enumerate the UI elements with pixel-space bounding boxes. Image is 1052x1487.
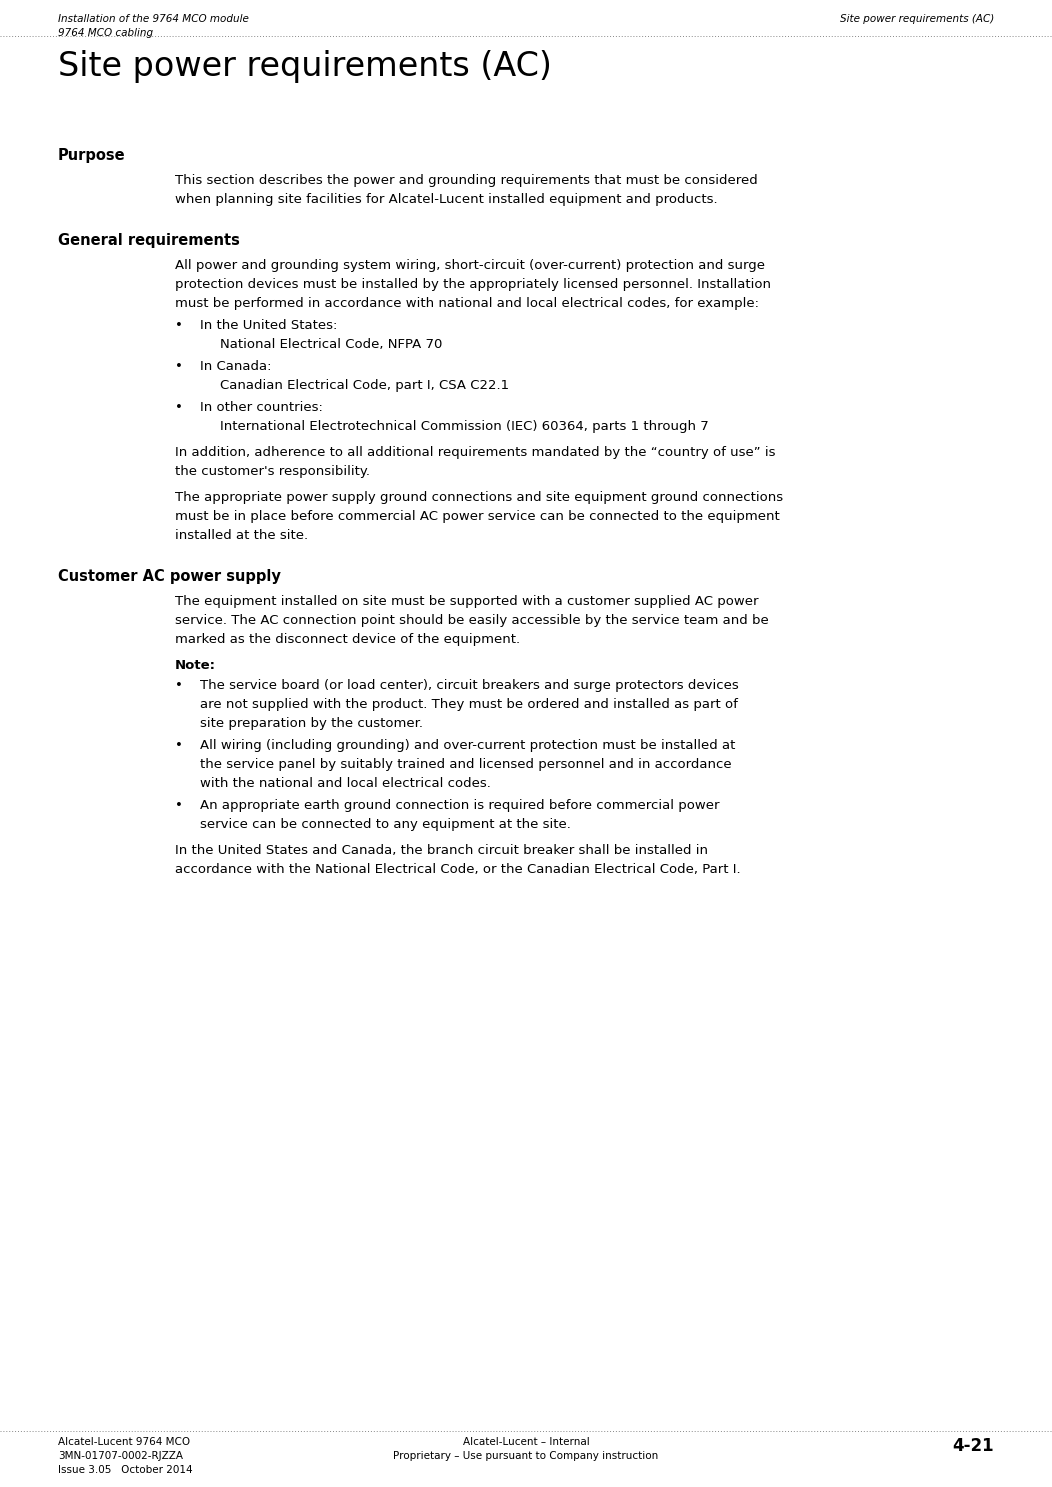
Text: In Canada:: In Canada: xyxy=(200,360,271,373)
Text: International Electrotechnical Commission (IEC) 60364, parts 1 through 7: International Electrotechnical Commissio… xyxy=(220,419,709,433)
Text: In the United States:: In the United States: xyxy=(200,320,338,332)
Text: •: • xyxy=(175,680,183,691)
Text: the service panel by suitably trained and licensed personnel and in accordance: the service panel by suitably trained an… xyxy=(200,758,731,770)
Text: In addition, adherence to all additional requirements mandated by the “country o: In addition, adherence to all additional… xyxy=(175,446,775,459)
Text: 9764 MCO cabling: 9764 MCO cabling xyxy=(58,28,154,39)
Text: Canadian Electrical Code, part I, CSA C22.1: Canadian Electrical Code, part I, CSA C2… xyxy=(220,379,509,393)
Text: Note:: Note: xyxy=(175,659,216,672)
Text: marked as the disconnect device of the equipment.: marked as the disconnect device of the e… xyxy=(175,633,520,645)
Text: •: • xyxy=(175,799,183,812)
Text: 3MN-01707-0002-RJZZA: 3MN-01707-0002-RJZZA xyxy=(58,1451,183,1462)
Text: the customer's responsibility.: the customer's responsibility. xyxy=(175,465,370,477)
Text: The service board (or load center), circuit breakers and surge protectors device: The service board (or load center), circ… xyxy=(200,680,739,691)
Text: The equipment installed on site must be supported with a customer supplied AC po: The equipment installed on site must be … xyxy=(175,595,758,608)
Text: An appropriate earth ground connection is required before commercial power: An appropriate earth ground connection i… xyxy=(200,799,720,812)
Text: accordance with the National Electrical Code, or the Canadian Electrical Code, P: accordance with the National Electrical … xyxy=(175,862,741,876)
Text: protection devices must be installed by the appropriately licensed personnel. In: protection devices must be installed by … xyxy=(175,278,771,291)
Text: service can be connected to any equipment at the site.: service can be connected to any equipmen… xyxy=(200,818,571,831)
Text: with the national and local electrical codes.: with the national and local electrical c… xyxy=(200,778,491,790)
Text: Alcatel-Lucent – Internal: Alcatel-Lucent – Internal xyxy=(463,1436,589,1447)
Text: must be in place before commercial AC power service can be connected to the equi: must be in place before commercial AC po… xyxy=(175,510,780,523)
Text: Site power requirements (AC): Site power requirements (AC) xyxy=(839,13,994,24)
Text: Customer AC power supply: Customer AC power supply xyxy=(58,570,281,584)
Text: are not supplied with the product. They must be ordered and installed as part of: are not supplied with the product. They … xyxy=(200,697,737,711)
Text: General requirements: General requirements xyxy=(58,233,240,248)
Text: All wiring (including grounding) and over-current protection must be installed a: All wiring (including grounding) and ove… xyxy=(200,739,735,752)
Text: Installation of the 9764 MCO module: Installation of the 9764 MCO module xyxy=(58,13,249,24)
Text: installed at the site.: installed at the site. xyxy=(175,529,308,541)
Text: Alcatel-Lucent 9764 MCO: Alcatel-Lucent 9764 MCO xyxy=(58,1436,190,1447)
Text: •: • xyxy=(175,401,183,413)
Text: •: • xyxy=(175,739,183,752)
Text: National Electrical Code, NFPA 70: National Electrical Code, NFPA 70 xyxy=(220,338,443,351)
Text: All power and grounding system wiring, short-circuit (over-current) protection a: All power and grounding system wiring, s… xyxy=(175,259,765,272)
Text: Site power requirements (AC): Site power requirements (AC) xyxy=(58,51,552,83)
Text: •: • xyxy=(175,360,183,373)
Text: when planning site facilities for Alcatel-Lucent installed equipment and product: when planning site facilities for Alcate… xyxy=(175,193,717,207)
Text: must be performed in accordance with national and local electrical codes, for ex: must be performed in accordance with nat… xyxy=(175,297,758,309)
Text: Issue 3.05   October 2014: Issue 3.05 October 2014 xyxy=(58,1465,193,1475)
Text: In other countries:: In other countries: xyxy=(200,401,323,413)
Text: The appropriate power supply ground connections and site equipment ground connec: The appropriate power supply ground conn… xyxy=(175,491,783,504)
Text: This section describes the power and grounding requirements that must be conside: This section describes the power and gro… xyxy=(175,174,757,187)
Text: •: • xyxy=(175,320,183,332)
Text: service. The AC connection point should be easily accessible by the service team: service. The AC connection point should … xyxy=(175,614,769,628)
Text: 4-21: 4-21 xyxy=(952,1436,994,1454)
Text: Purpose: Purpose xyxy=(58,149,125,164)
Text: site preparation by the customer.: site preparation by the customer. xyxy=(200,717,423,730)
Text: In the United States and Canada, the branch circuit breaker shall be installed i: In the United States and Canada, the bra… xyxy=(175,845,708,857)
Text: Proprietary – Use pursuant to Company instruction: Proprietary – Use pursuant to Company in… xyxy=(393,1451,659,1462)
